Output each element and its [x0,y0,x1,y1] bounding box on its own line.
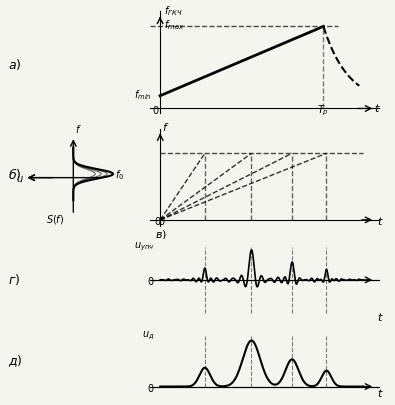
Text: $0$: $0$ [158,214,166,226]
Text: $t$: $t$ [377,214,384,226]
Text: $t$: $t$ [374,102,380,114]
Text: $д)$: $д)$ [8,353,23,369]
Text: $f_{ГКЧ}$: $f_{ГКЧ}$ [164,4,182,18]
Text: $T_р$: $T_р$ [318,104,329,118]
Text: $в)$: $в)$ [155,227,167,240]
Text: $а)$: $а)$ [8,57,21,72]
Text: $f$: $f$ [162,120,169,132]
Text: $f_0$: $f_0$ [115,168,124,181]
Text: $0$: $0$ [154,214,162,226]
Text: $f_{min}$: $f_{min}$ [134,88,152,102]
Text: $t$: $t$ [377,310,384,322]
Text: $S(f)$: $S(f)$ [47,212,65,225]
Text: $u_{упч}$: $u_{упч}$ [134,240,154,252]
Text: $0$: $0$ [147,381,154,392]
Text: $0$: $0$ [152,103,160,115]
Text: $f$: $f$ [75,123,82,135]
Text: $t$: $t$ [377,386,384,398]
Text: $б)$: $б)$ [8,165,21,181]
Text: $u_д$: $u_д$ [142,329,154,341]
Text: $г)$: $г)$ [8,271,20,286]
Text: $f_{max}$: $f_{max}$ [164,18,184,32]
Text: $0$: $0$ [147,274,154,286]
Text: $u$: $u$ [16,173,24,183]
